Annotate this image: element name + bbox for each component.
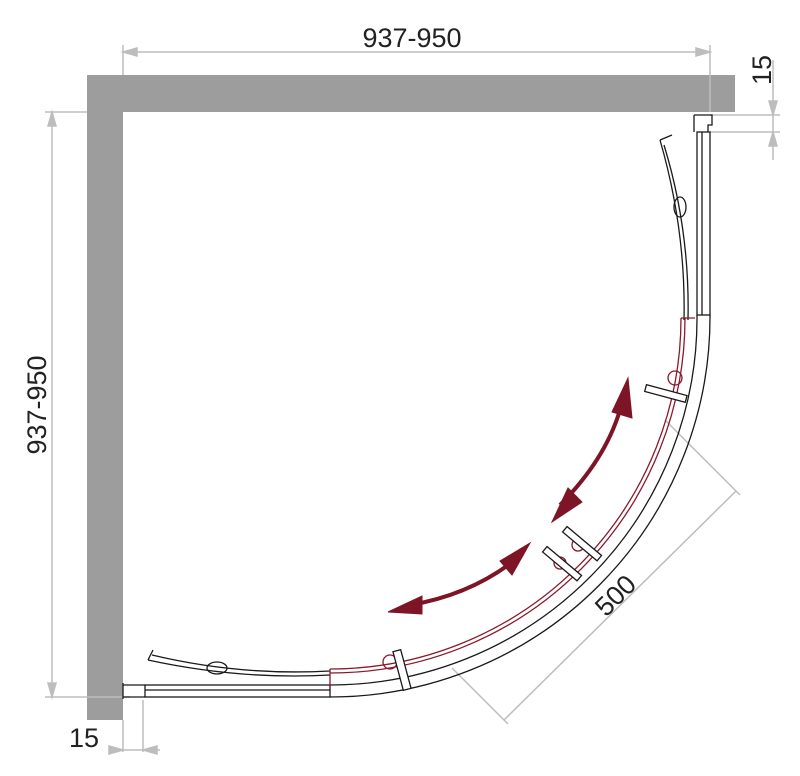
door-stoppers (392, 383, 688, 692)
right-wall-offset-label: 15 (747, 55, 777, 85)
handle-icon (673, 196, 687, 218)
door-width-label: 500 (589, 569, 642, 622)
handle-icon (667, 370, 683, 386)
sliding-arrows (387, 376, 633, 615)
curved-tracks (329, 314, 711, 698)
top-wall (87, 75, 735, 112)
curved-door-panels (147, 134, 689, 677)
left-depth-label: 937-950 (22, 355, 52, 454)
left-wall (87, 75, 123, 720)
handle-icon (206, 661, 228, 675)
bottom-wall-offset-label: 15 (69, 723, 99, 753)
sliding-doors (329, 317, 695, 689)
fixed-panels (122, 114, 713, 699)
top-width-label: 937-950 (362, 23, 461, 53)
double-arrow-icon (409, 558, 517, 607)
dimension-lines (45, 45, 780, 755)
